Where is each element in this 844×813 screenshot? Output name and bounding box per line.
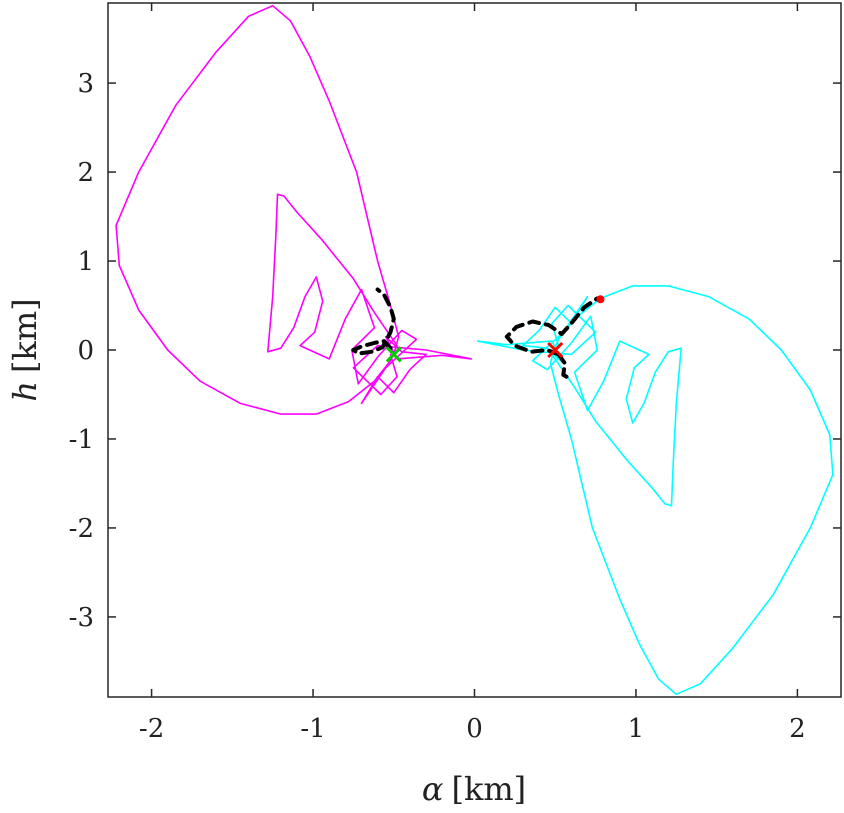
x-tick-label: 0 <box>466 714 483 744</box>
series-line-3 <box>351 287 396 356</box>
x-axis-ticks: -2 -1 0 1 2 <box>139 3 806 744</box>
y-tick-label: 1 <box>77 247 94 277</box>
y-tick-label: 3 <box>77 69 94 99</box>
x-marker-1 <box>385 346 402 363</box>
y-tick-label: -1 <box>69 425 94 455</box>
y-tick-label: 0 <box>77 336 94 366</box>
marker-layer <box>385 295 605 363</box>
y-axis-unit: [km] <box>6 298 44 373</box>
y-tick-label: -2 <box>69 514 94 544</box>
y-axis-ticks: -3 -2 -1 0 1 2 3 <box>69 69 841 633</box>
series-layer <box>115 4 834 696</box>
series-line-2 <box>476 285 834 696</box>
plot-area <box>108 3 841 697</box>
series-line-4 <box>504 296 603 357</box>
x-axis-unit: [km] <box>451 770 526 808</box>
x-marker-stroke <box>547 341 564 359</box>
y-axis-symbol: h <box>6 381 44 402</box>
y-axis-label: h [km] <box>6 298 44 401</box>
x-axis-label: α [km] <box>422 770 526 808</box>
series-line-1 <box>115 4 473 415</box>
x-axis-symbol: α <box>422 770 444 808</box>
x-tick-label: 2 <box>789 714 806 744</box>
dot-marker-3 <box>596 295 605 304</box>
y-tick-label: 2 <box>77 158 94 188</box>
y-tick-label: -3 <box>69 603 94 633</box>
x-marker-2 <box>547 341 564 359</box>
x-tick-label: -1 <box>300 714 325 744</box>
series-line-5 <box>556 352 569 379</box>
x-marker-stroke <box>385 346 402 363</box>
x-tick-label: -2 <box>139 714 164 744</box>
x-tick-label: 1 <box>628 714 645 744</box>
